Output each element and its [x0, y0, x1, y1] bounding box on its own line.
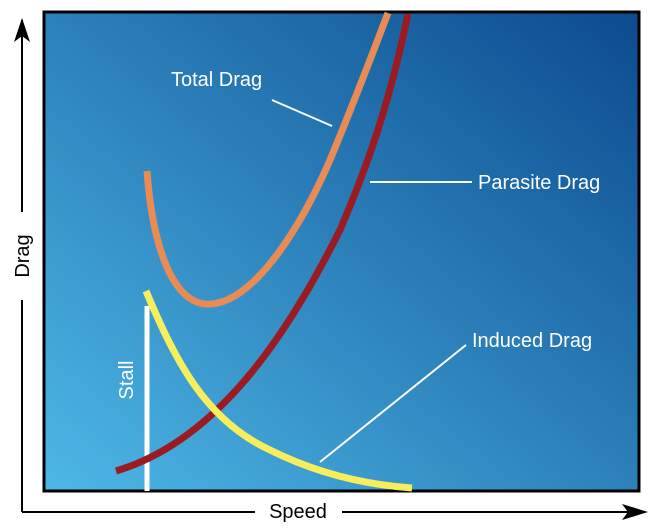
induced-drag-curve	[142, 289, 413, 492]
stall-label: Stall	[116, 361, 138, 400]
total-drag-leader	[271, 99, 333, 127]
y-axis: Drag	[12, 18, 34, 512]
y-axis-label: Drag	[12, 234, 34, 277]
x-axis-label: Speed	[269, 501, 327, 523]
induced-drag-leader	[319, 344, 467, 463]
y-axis-arrowhead	[14, 18, 30, 42]
parasite-drag-curve	[114, 13, 412, 475]
x-axis-arrowhead	[622, 504, 648, 520]
parasite-drag-label: Parasite Drag	[478, 172, 600, 194]
total-drag-label: Total Drag	[171, 69, 262, 91]
total-drag-curve	[143, 11, 392, 308]
plot-area	[42, 10, 641, 493]
x-axis: Speed	[22, 501, 648, 523]
induced-drag-label: Induced Drag	[472, 330, 592, 352]
